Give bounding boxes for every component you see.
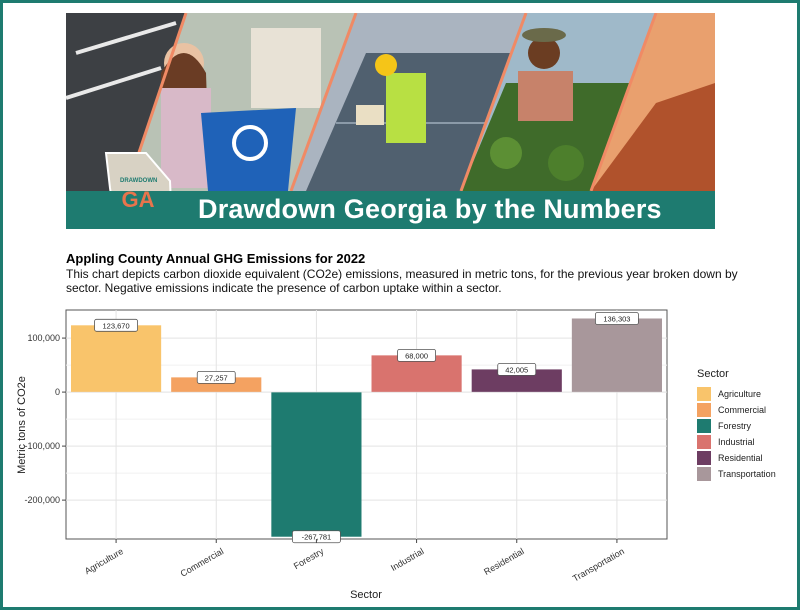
x-tick-label: Industrial (389, 546, 426, 573)
banner-photo-collage (66, 13, 715, 229)
data-label-box (595, 312, 639, 325)
x-tick-label: Residential (482, 546, 526, 577)
legend-label: Agriculture (718, 389, 762, 399)
chart-description: This chart depicts carbon dioxide equiva… (66, 267, 738, 295)
legend: Sector Agriculture Commercial Forestry Indu… (697, 368, 776, 482)
x-tick-label: Transportation (571, 546, 626, 584)
y-axis-title: Metric tons of CO2e (16, 376, 28, 474)
data-label: 27,257 (205, 373, 228, 382)
legend-label: Industrial (718, 437, 755, 447)
legend-swatch (697, 451, 711, 465)
plot-panel (65, 309, 668, 540)
banner-title: Drawdown Georgia by the Numbers (198, 194, 662, 224)
data-label-box (497, 363, 537, 376)
legend-item-forestry: Forestry (697, 418, 776, 434)
x-axis: Agriculture Commercial Forestry Industrial R… (83, 539, 626, 584)
bar-residential (471, 369, 562, 393)
y-tick-label: 0 (55, 387, 60, 397)
data-label: 136,303 (603, 314, 630, 323)
legend-title: Sector (697, 368, 729, 380)
legend-item-commercial: Commercial (697, 402, 776, 418)
legend-swatch (697, 467, 711, 481)
legend-swatch (697, 435, 711, 449)
ga-logo-text: GA (121, 187, 155, 212)
legend-swatch (697, 419, 711, 433)
data-label-box (397, 348, 436, 362)
x-axis-title: Sector (350, 589, 382, 601)
legend-label: Residential (718, 453, 763, 463)
legend-items: Agriculture Commercial Forestry Industrial R… (697, 386, 776, 482)
y-axis: 100,000 0 -100,000 -200,000 (24, 333, 66, 505)
data-label: -267,781 (302, 533, 332, 542)
bar-agriculture (71, 325, 162, 393)
x-tick-label: Agriculture (83, 546, 125, 576)
data-label: 123,670 (103, 321, 130, 330)
bars: 123,670 27,257 -267,781 68,000 42,005 136,303 (66, 312, 667, 544)
bar-transportation (571, 318, 662, 393)
legend-item-transportation: Transportation (697, 466, 776, 482)
legend-swatch (697, 403, 711, 417)
banner-title-bar (66, 191, 715, 229)
legend-label: Commercial (718, 405, 767, 415)
y-tick-label: -200,000 (24, 495, 60, 505)
bar-forestry (271, 392, 362, 537)
data-label-box (196, 370, 236, 384)
data-label: 68,000 (405, 351, 428, 360)
legend-label: Transportation (718, 469, 776, 479)
y-tick-label: -100,000 (24, 441, 60, 451)
drawdown-logo-text: DRAWDOWN (120, 178, 158, 184)
x-tick-label: Forestry (292, 546, 326, 571)
legend-swatch (697, 387, 711, 401)
y-tick-label: 100,000 (27, 333, 60, 343)
data-label: 42,005 (505, 365, 528, 374)
header-banner: Drawdown Georgia by the Numbers DRAWDOWN… (66, 13, 715, 229)
chart-title: Appling County Annual GHG Emissions for … (66, 251, 366, 266)
legend-label: Forestry (718, 421, 752, 431)
legend-item-residential: Residential (697, 450, 776, 466)
data-label-box (94, 318, 138, 332)
legend-item-agriculture: Agriculture (697, 386, 776, 402)
legend-item-industrial: Industrial (697, 434, 776, 450)
x-tick-label: Commercial (179, 546, 226, 579)
bar-commercial (171, 377, 262, 393)
